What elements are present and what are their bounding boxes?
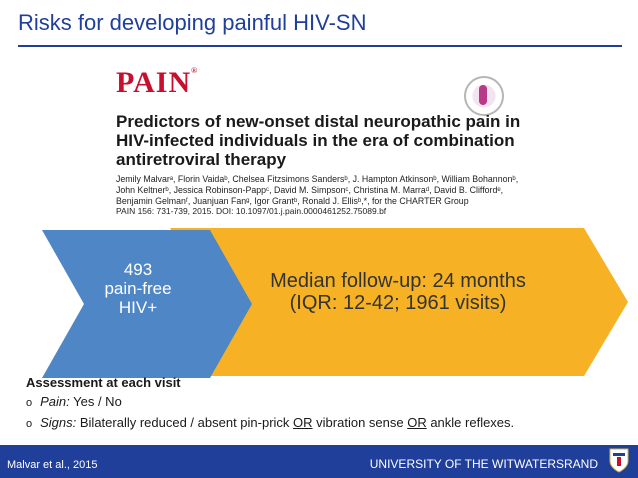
cohort-count: 493: [123, 260, 153, 279]
trademark-mark: ®: [191, 66, 199, 75]
author-line: John Keltnerᵇ, Jessica Robinson-Pappᶜ, D…: [116, 185, 504, 195]
follow-up-chevron: [170, 228, 628, 376]
paper-title: Predictors of new-onset distal neuropath…: [116, 112, 536, 169]
society-seal-icon: [464, 76, 504, 116]
cohort-line: pain-free: [104, 279, 172, 298]
author-line: Jemily Malvarᵃ, Florin Vaidaᵇ, Chelsea F…: [116, 174, 519, 184]
bullet-icon: o: [26, 397, 33, 409]
or-emphasis: OR: [407, 415, 427, 430]
journal-logo: PAIN®: [116, 66, 198, 100]
bullet-icon: o: [26, 418, 33, 430]
university-crest-icon: [609, 448, 629, 473]
cohort-label: 493 pain-free HIV+: [84, 260, 192, 317]
university-name: UNIVERSITY OF THE WITWATERSRAND: [369, 457, 598, 471]
assessment-item-signs: o Signs: Bilaterally reduced / absent pin…: [26, 413, 514, 434]
assessment-section: Assessment at each visit o Pain: Yes / No…: [26, 373, 514, 434]
paper-citation: PAIN 156: 731-739, 2015. DOI: 10.1097/01…: [116, 206, 387, 216]
assessment-heading: Assessment at each visit: [26, 375, 181, 390]
follow-up-line: (IQR: 12-42; 1961 visits): [289, 292, 507, 314]
paper-title-line: Predictors of new-onset distal neuropath…: [116, 112, 521, 131]
cohort-chevron: [42, 230, 252, 378]
signs-text: ankle reflexes.: [426, 415, 515, 430]
cohort-line: HIV+: [118, 298, 158, 317]
follow-up-label: Median follow-up: 24 months (IQR: 12-42;…: [238, 270, 558, 314]
paper-title-line: HIV-infected individuals in the era of c…: [116, 131, 515, 150]
or-emphasis: OR: [293, 415, 313, 430]
footer-citation: Malvar et al., 2015: [7, 459, 98, 471]
paper-title-line: antiretroviral therapy: [116, 150, 287, 169]
signs-text: Bilaterally reduced / absent pin-prick: [76, 415, 294, 430]
title-divider: [18, 45, 622, 47]
pain-label: Pain:: [40, 394, 70, 409]
slide-title: Risks for developing painful HIV-SN: [18, 10, 367, 35]
pain-value: Yes / No: [69, 394, 122, 409]
journal-logo-text: PAIN: [116, 66, 192, 99]
footer-bar: Malvar et al., 2015 UNIVERSITY OF THE WI…: [0, 445, 638, 478]
follow-up-line: Median follow-up: 24 months: [270, 270, 526, 292]
author-line: Benjamin Gelmanᶠ, Juanjuan Fanᵍ, Igor Gr…: [116, 196, 469, 206]
signs-label: Signs:: [40, 415, 77, 430]
paper-authors: Jemily Malvarᵃ, Florin Vaidaᵇ, Chelsea F…: [116, 174, 526, 207]
signs-text: vibration sense: [312, 415, 408, 430]
assessment-item-pain: o Pain: Yes / No: [26, 392, 514, 413]
